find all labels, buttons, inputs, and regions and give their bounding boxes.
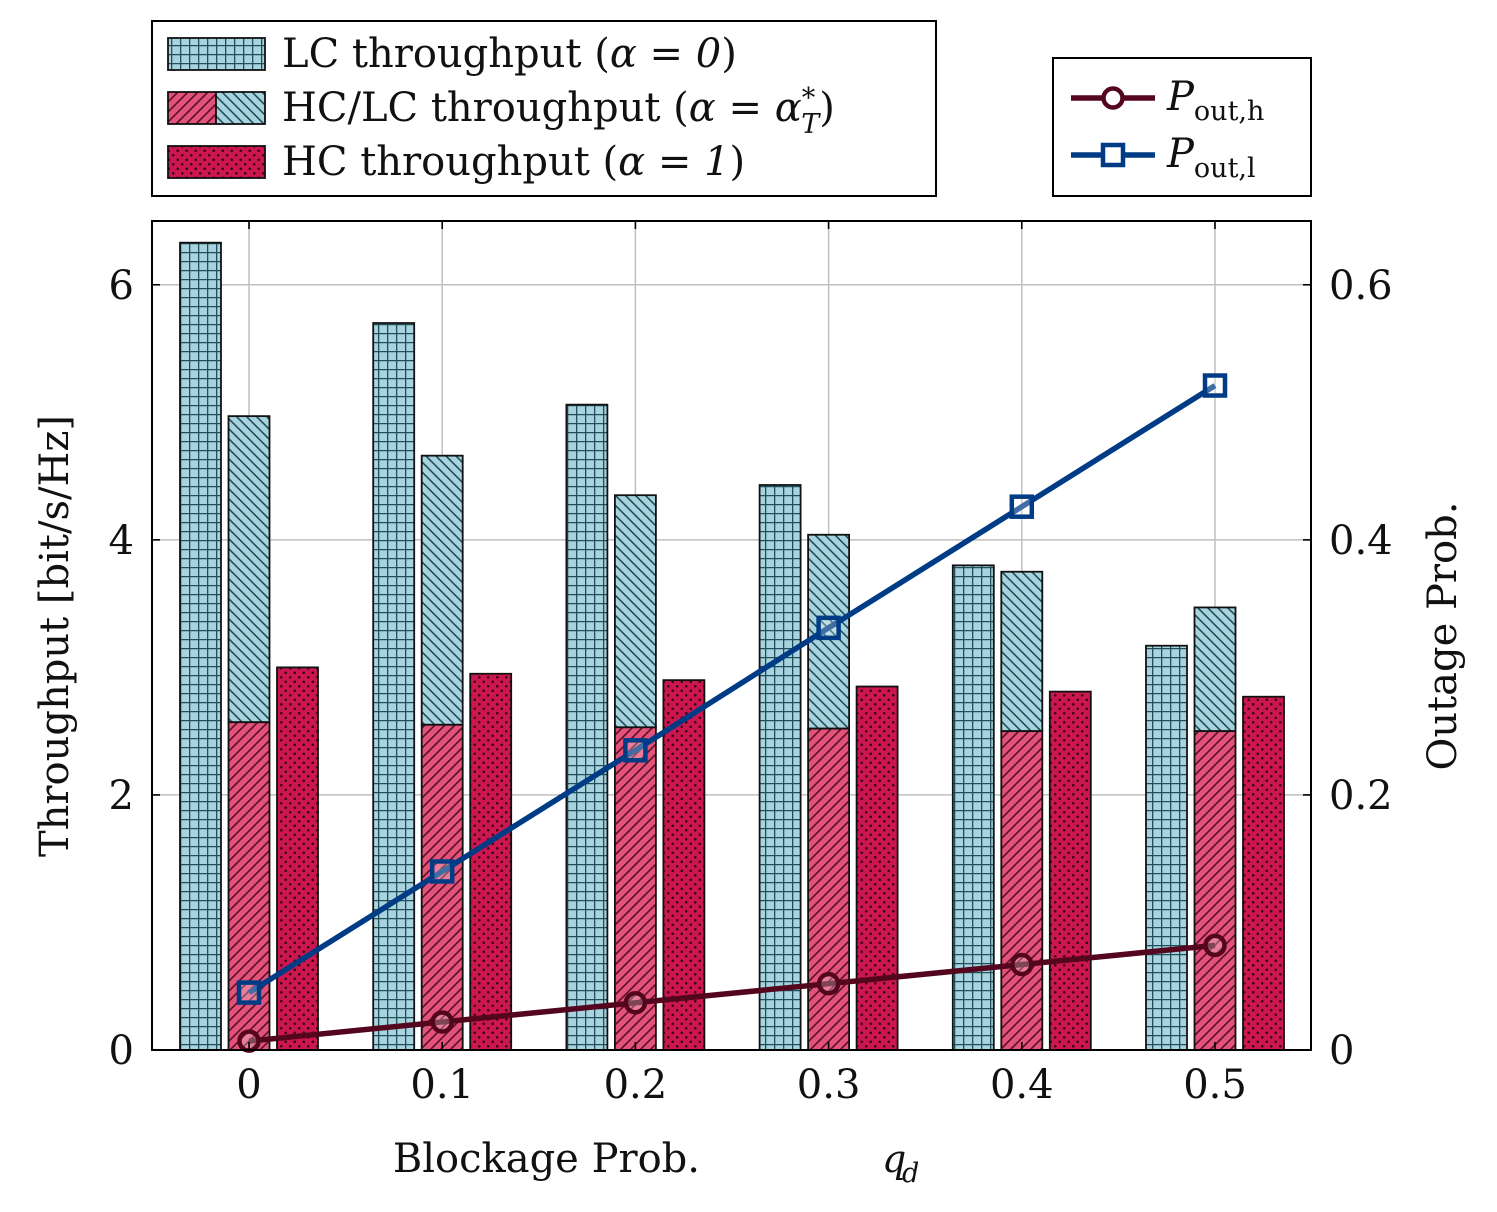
legend-bars: LC throughput (α = 0) HC/LC throughput (α… — [151, 20, 937, 197]
bar-hc-throughput — [662, 679, 706, 1051]
bar-hc-throughput — [855, 685, 899, 1051]
bar-lc-throughput — [372, 322, 416, 1051]
marker-p-out-h — [430, 1010, 454, 1034]
bar-mixed-lc-part — [614, 494, 657, 729]
marker-p-out-l — [429, 859, 455, 884]
y-right-tick-label: 0.4 — [1329, 518, 1393, 564]
marker-p-out-l — [1009, 494, 1035, 519]
legend-label: HC/LC throughput (α = α* T) — [282, 83, 835, 140]
lines — [236, 373, 1228, 1053]
axes: 0 0.1 0.2 0.3 0.4 0.5 0 2 4 6 0 0.2 0.4 0.6 — [109, 220, 1393, 1108]
legend-label: HC throughput (α = 1) — [282, 139, 745, 185]
series-line-p-out-l — [247, 383, 1217, 995]
x-tick-label: 0.4 — [990, 1062, 1054, 1108]
bar-mixed-lc-part — [1000, 570, 1044, 733]
bar-hc-throughput — [469, 672, 513, 1051]
bar-mixed-hc-part — [1000, 730, 1044, 1051]
bar-lc-throughput — [1145, 644, 1188, 1051]
x-tick-label: 0.2 — [604, 1062, 668, 1108]
x-tick-label: 0 — [236, 1062, 261, 1108]
bar-lc-throughput — [758, 484, 802, 1051]
bar-lc-throughput — [179, 241, 222, 1051]
y-left-tick-label: 6 — [109, 263, 134, 309]
y-left-tick-label: 4 — [109, 518, 134, 564]
x-axis-label: Blockage Prob. q d — [393, 1136, 919, 1189]
y-axis-left-label: Throughput [bit/s/Hz] — [32, 415, 78, 857]
bar-mixed-hc-part — [420, 723, 464, 1051]
y-right-tick-label: 0.2 — [1329, 773, 1393, 819]
bar-mixed-hc-part — [807, 727, 850, 1051]
series-line-p-out-h — [248, 942, 1216, 1044]
y-right-tick-label: 0.6 — [1329, 263, 1393, 309]
x-tick-label: 0.1 — [410, 1062, 474, 1108]
plot-frame — [151, 220, 1312, 1051]
y-right-tick-label: 0 — [1329, 1028, 1354, 1074]
legend-swatch-mixed-hc — [167, 91, 217, 125]
x-axis-label-text: Blockage Prob. — [393, 1136, 700, 1182]
legend-swatch-mixed-lc — [215, 91, 266, 125]
legend-label: LC throughput (α = 0) — [282, 31, 737, 77]
legend-line-label: Pout,h — [1166, 74, 1264, 127]
legend-swatch-lc — [167, 37, 266, 71]
y-left-tick-label: 0 — [109, 1028, 134, 1074]
x-tick-label: 0.3 — [797, 1062, 861, 1108]
bar-hc-throughput — [1242, 695, 1285, 1051]
bar-mixed-hc-part — [1193, 730, 1237, 1051]
marker-p-out-h — [1010, 952, 1034, 977]
bar-hc-throughput — [276, 666, 319, 1051]
y-left-tick-label: 2 — [109, 773, 134, 819]
marker-p-out-h — [623, 991, 648, 1015]
x-tick-label: 0.5 — [1183, 1062, 1247, 1108]
x-axis-label-subscript: d — [902, 1158, 919, 1189]
marker-p-out-l — [236, 980, 262, 1005]
x-axis-label-symbol: q — [882, 1137, 906, 1181]
marker-p-out-h — [1203, 933, 1227, 958]
legend-marker-circle — [1101, 86, 1125, 110]
marker-p-out-h — [816, 971, 841, 996]
grid — [152, 221, 1311, 1051]
legend-swatch-hc — [167, 145, 266, 179]
y-axis-right-label: Outage Prob. — [1420, 502, 1466, 771]
legend-line-label: Pout,l — [1166, 131, 1256, 184]
marker-p-out-l — [816, 615, 841, 641]
bar-mixed-lc-part — [420, 454, 464, 726]
bar-lc-throughput — [565, 403, 609, 1051]
marker-p-out-l — [623, 738, 648, 763]
bar-hc-throughput — [1048, 690, 1092, 1051]
bar-mixed-lc-part — [227, 415, 271, 724]
marker-p-out-l — [1202, 373, 1228, 398]
bar-mixed-lc-part — [1193, 606, 1237, 733]
bar-lc-throughput — [951, 564, 995, 1051]
bar-mixed-lc-part — [807, 533, 850, 730]
legend-marker-square — [1100, 142, 1126, 168]
